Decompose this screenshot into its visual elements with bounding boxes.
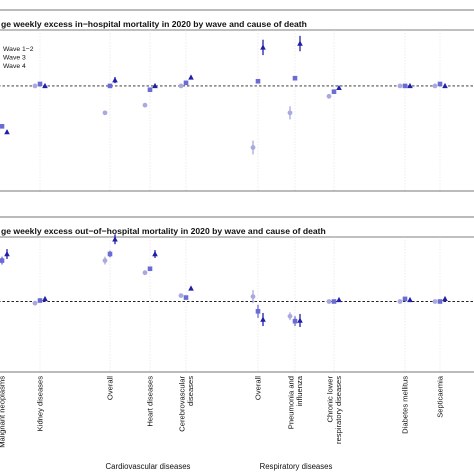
group-label: Cardiovascular diseases xyxy=(106,462,191,471)
category-label: Septicaemia xyxy=(436,375,445,418)
point-wave-4 xyxy=(112,77,118,83)
panel-frame xyxy=(0,9,474,192)
point-wave-4 xyxy=(407,82,413,89)
point-wave-3 xyxy=(147,87,153,93)
point-wave-3 xyxy=(292,75,298,81)
category-label: Diabetes mellitus xyxy=(401,376,410,434)
point-wave-4 xyxy=(152,82,158,89)
point-wave-3 xyxy=(255,78,261,84)
point-wave-4 xyxy=(260,44,266,50)
point-wave-1-2 xyxy=(32,83,38,89)
category-labels: Malignant neoplasms Kidney diseases Overal… xyxy=(0,375,445,448)
panel-title: ge weekly excess in−hospital mortality i… xyxy=(1,19,307,29)
group-labels: Cardiovascular diseases Respiratory disea… xyxy=(106,462,333,471)
point-wave-3 xyxy=(437,81,443,87)
point-wave-4 xyxy=(42,82,48,89)
panels-layer: ge weekly excess in−hospital mortality i… xyxy=(0,9,474,373)
point-wave-3 xyxy=(37,81,43,87)
category-label: Chronic lower xyxy=(325,376,334,423)
point-wave-1-2 xyxy=(287,110,293,116)
point-wave-1-2 xyxy=(178,83,184,89)
point-wave-4 xyxy=(297,317,303,323)
point-wave-3 xyxy=(0,124,5,129)
point-wave-1-2 xyxy=(142,102,148,108)
point-wave-3 xyxy=(147,266,153,272)
point-wave-3 xyxy=(402,296,408,302)
point-wave-4 xyxy=(188,285,194,291)
point-wave-1-2 xyxy=(250,294,256,299)
point-wave-4 xyxy=(152,251,158,257)
category-label: Overall xyxy=(106,376,115,400)
point-wave-1-2 xyxy=(287,313,293,319)
panel-title: ge weekly excess out−of−hospital mortali… xyxy=(1,226,326,236)
category-label: Malignant neoplasms xyxy=(0,376,7,448)
category-label: Kidney diseases xyxy=(36,376,45,432)
point-wave-3 xyxy=(402,83,408,89)
legend-entry: Wave 4 xyxy=(3,63,26,70)
point-wave-1-2 xyxy=(102,110,108,116)
category-label: Heart diseases xyxy=(146,376,155,427)
point-wave-1-2 xyxy=(178,293,184,299)
panel-frame xyxy=(0,216,474,373)
point-wave-4 xyxy=(188,74,194,80)
point-wave-4 xyxy=(4,251,10,257)
point-wave-4 xyxy=(336,84,342,91)
point-wave-3 xyxy=(331,299,337,304)
point-wave-4 xyxy=(4,129,10,135)
category-label: Cerebrovascular xyxy=(177,376,186,432)
point-wave-1-2 xyxy=(397,83,403,89)
point-wave-4 xyxy=(442,82,448,89)
point-wave-3 xyxy=(183,80,189,86)
point-wave-1-2 xyxy=(142,270,148,276)
point-wave-1-2 xyxy=(326,93,332,99)
point-wave-3 xyxy=(37,298,43,303)
point-wave-3 xyxy=(183,295,189,300)
point-wave-1-2 xyxy=(32,300,38,306)
point-wave-4 xyxy=(297,40,303,46)
point-wave-3 xyxy=(107,251,113,257)
point-wave-1-2 xyxy=(326,299,332,304)
point-wave-4 xyxy=(42,295,48,302)
point-wave-1-2 xyxy=(250,145,256,150)
point-wave-3 xyxy=(331,89,337,94)
point-wave-1-2 xyxy=(432,83,438,89)
legend-entry: Wave 3 xyxy=(3,55,26,62)
point-wave-4 xyxy=(260,316,266,322)
point-wave-4 xyxy=(112,236,118,242)
point-wave-3 xyxy=(0,258,5,263)
point-wave-3 xyxy=(292,318,298,324)
panel-1: ge weekly excess in−hospital mortality i… xyxy=(0,9,474,192)
category-label: Pneumonia and xyxy=(286,376,295,429)
point-wave-3 xyxy=(437,299,443,304)
point-wave-4 xyxy=(442,295,448,302)
group-label: Respiratory diseases xyxy=(260,462,333,471)
point-wave-3 xyxy=(255,309,261,314)
category-label: Overall xyxy=(254,376,263,400)
point-wave-1-2 xyxy=(432,299,438,304)
category-label: influenza xyxy=(295,375,304,406)
panel-2: ge weekly excess out−of−hospital mortali… xyxy=(0,216,474,373)
point-wave-4 xyxy=(407,296,413,303)
point-wave-3 xyxy=(107,83,113,89)
legend-entry: Wave 1−2 xyxy=(3,46,34,53)
category-label: diseases xyxy=(186,376,195,406)
point-wave-4 xyxy=(336,296,342,303)
category-label: respiratory diseases xyxy=(334,376,343,444)
point-wave-1-2 xyxy=(397,299,403,304)
point-wave-1-2 xyxy=(102,258,108,263)
